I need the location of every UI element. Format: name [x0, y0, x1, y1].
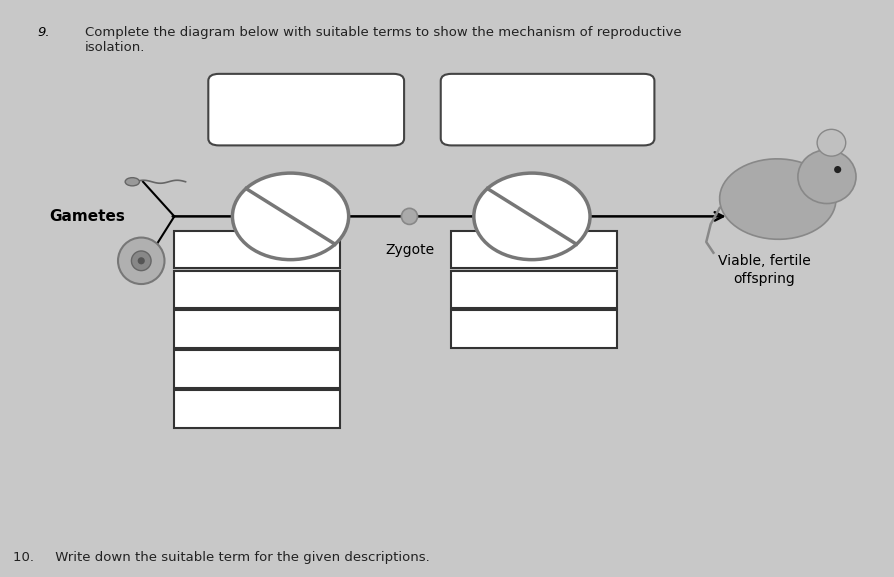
FancyBboxPatch shape	[441, 74, 654, 145]
Ellipse shape	[401, 208, 417, 224]
Bar	[174, 231, 340, 268]
Bar	[174, 390, 340, 428]
FancyBboxPatch shape	[208, 74, 404, 145]
Ellipse shape	[118, 238, 164, 284]
Bar	[174, 310, 340, 348]
Bar	[451, 231, 617, 268]
Ellipse shape	[797, 150, 856, 204]
Text: Gametes: Gametes	[49, 209, 125, 224]
Text: Zygote: Zygote	[385, 243, 434, 257]
Ellipse shape	[817, 129, 846, 156]
Text: Viable, fertile
offspring: Viable, fertile offspring	[718, 254, 811, 286]
Text: Complete the diagram below with suitable terms to show the mechanism of reproduc: Complete the diagram below with suitable…	[85, 26, 681, 54]
Ellipse shape	[720, 159, 836, 239]
Text: 9.: 9.	[38, 26, 50, 39]
Ellipse shape	[474, 173, 590, 260]
Ellipse shape	[131, 251, 151, 271]
Ellipse shape	[125, 178, 139, 186]
Text: 10.     Write down the suitable term for the given descriptions.: 10. Write down the suitable term for the…	[13, 551, 430, 564]
Bar	[174, 350, 340, 388]
Bar	[451, 310, 617, 348]
Bar	[174, 271, 340, 308]
Ellipse shape	[232, 173, 349, 260]
Ellipse shape	[834, 166, 841, 173]
Bar	[451, 271, 617, 308]
Ellipse shape	[138, 257, 145, 264]
